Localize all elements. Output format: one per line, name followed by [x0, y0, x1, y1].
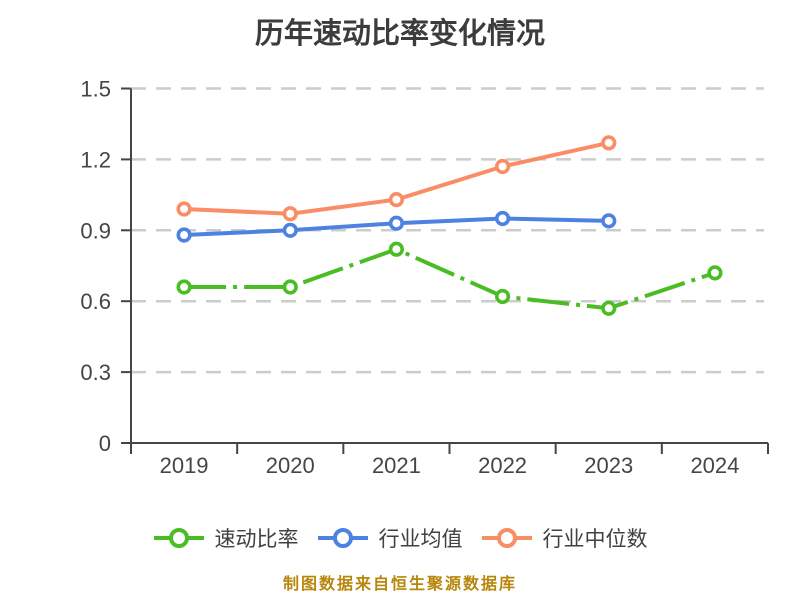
legend-label-quick-ratio: 速动比率	[214, 528, 299, 551]
legend-item-quick-ratio: 速动比率	[153, 523, 299, 553]
y-tick-label: 1.2	[80, 147, 111, 172]
x-tick-label: 2024	[690, 453, 739, 478]
chart-title: 历年速动比率变化情况	[254, 18, 545, 50]
data-point-marker	[601, 300, 617, 316]
data-point-marker	[601, 135, 617, 151]
y-tick-label: 0.9	[80, 218, 111, 243]
y-tick-label: 0.6	[80, 289, 111, 314]
data-point-marker	[282, 206, 298, 222]
data-point-marker	[388, 215, 405, 231]
y-tick-label: 0	[99, 431, 111, 456]
data-point-marker	[494, 288, 511, 305]
x-tick-label: 2022	[478, 453, 527, 478]
data-point-marker	[494, 158, 511, 175]
data-point-marker	[494, 210, 511, 227]
legend-label-industry-average: 行业均值	[378, 528, 463, 551]
series-line-0	[184, 247, 716, 311]
legend-item-industry-average: 行业均值	[317, 523, 463, 553]
data-point-marker	[388, 241, 405, 257]
x-tick-label: 2019	[160, 453, 209, 478]
data-point-marker	[282, 279, 298, 295]
x-tick-label: 2023	[584, 453, 633, 478]
data-source-caption: 制图数据来自恒生聚源数据库	[282, 576, 517, 593]
y-tick-label: 1.5	[80, 77, 111, 102]
industry-average-legend-marker-icon	[317, 528, 368, 548]
data-point-marker	[176, 227, 192, 243]
legend-item-industry-median: 行业中位数	[481, 523, 648, 553]
legend: 速动比率 行业均值 行业中位数	[0, 523, 800, 553]
x-tick-label: 2020	[266, 453, 315, 478]
data-point-marker	[176, 279, 192, 295]
x-tick-label: 2021	[372, 453, 421, 478]
quick-ratio-legend-marker-icon	[153, 528, 204, 548]
data-point-marker	[176, 201, 192, 217]
data-point-marker	[707, 265, 723, 281]
data-point-marker	[282, 222, 298, 238]
legend-label-industry-median: 行业中位数	[542, 528, 648, 551]
y-tick-label: 0.3	[80, 360, 111, 385]
line-chart-plot-area: 0 0.3 0.6 0.9 1.2 1.5 2019 2020 2021 2022 2023 2024	[80, 77, 769, 478]
data-point-marker	[601, 213, 617, 229]
data-point-marker	[388, 191, 405, 208]
industry-median-legend-marker-icon	[481, 528, 532, 548]
